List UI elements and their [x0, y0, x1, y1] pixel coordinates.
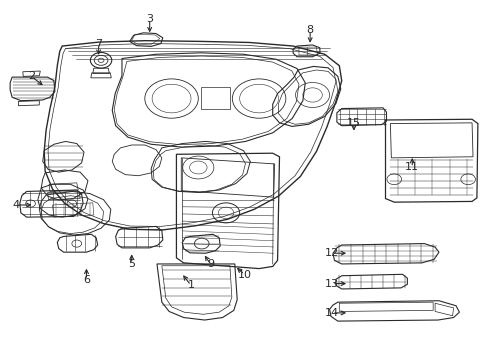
Text: 14: 14 — [325, 308, 338, 318]
Text: 7: 7 — [95, 39, 102, 49]
Text: 2: 2 — [28, 71, 35, 81]
Text: 4: 4 — [12, 200, 20, 210]
Text: 10: 10 — [237, 270, 251, 280]
Text: 6: 6 — [83, 275, 90, 285]
Text: 1: 1 — [187, 280, 194, 291]
Text: 8: 8 — [306, 25, 313, 35]
Text: 13: 13 — [325, 279, 338, 289]
Text: 3: 3 — [146, 14, 153, 24]
Text: 5: 5 — [128, 259, 135, 269]
Text: 11: 11 — [405, 162, 418, 172]
Text: 12: 12 — [325, 248, 338, 258]
Text: 9: 9 — [206, 259, 214, 269]
Text: 15: 15 — [346, 118, 360, 128]
